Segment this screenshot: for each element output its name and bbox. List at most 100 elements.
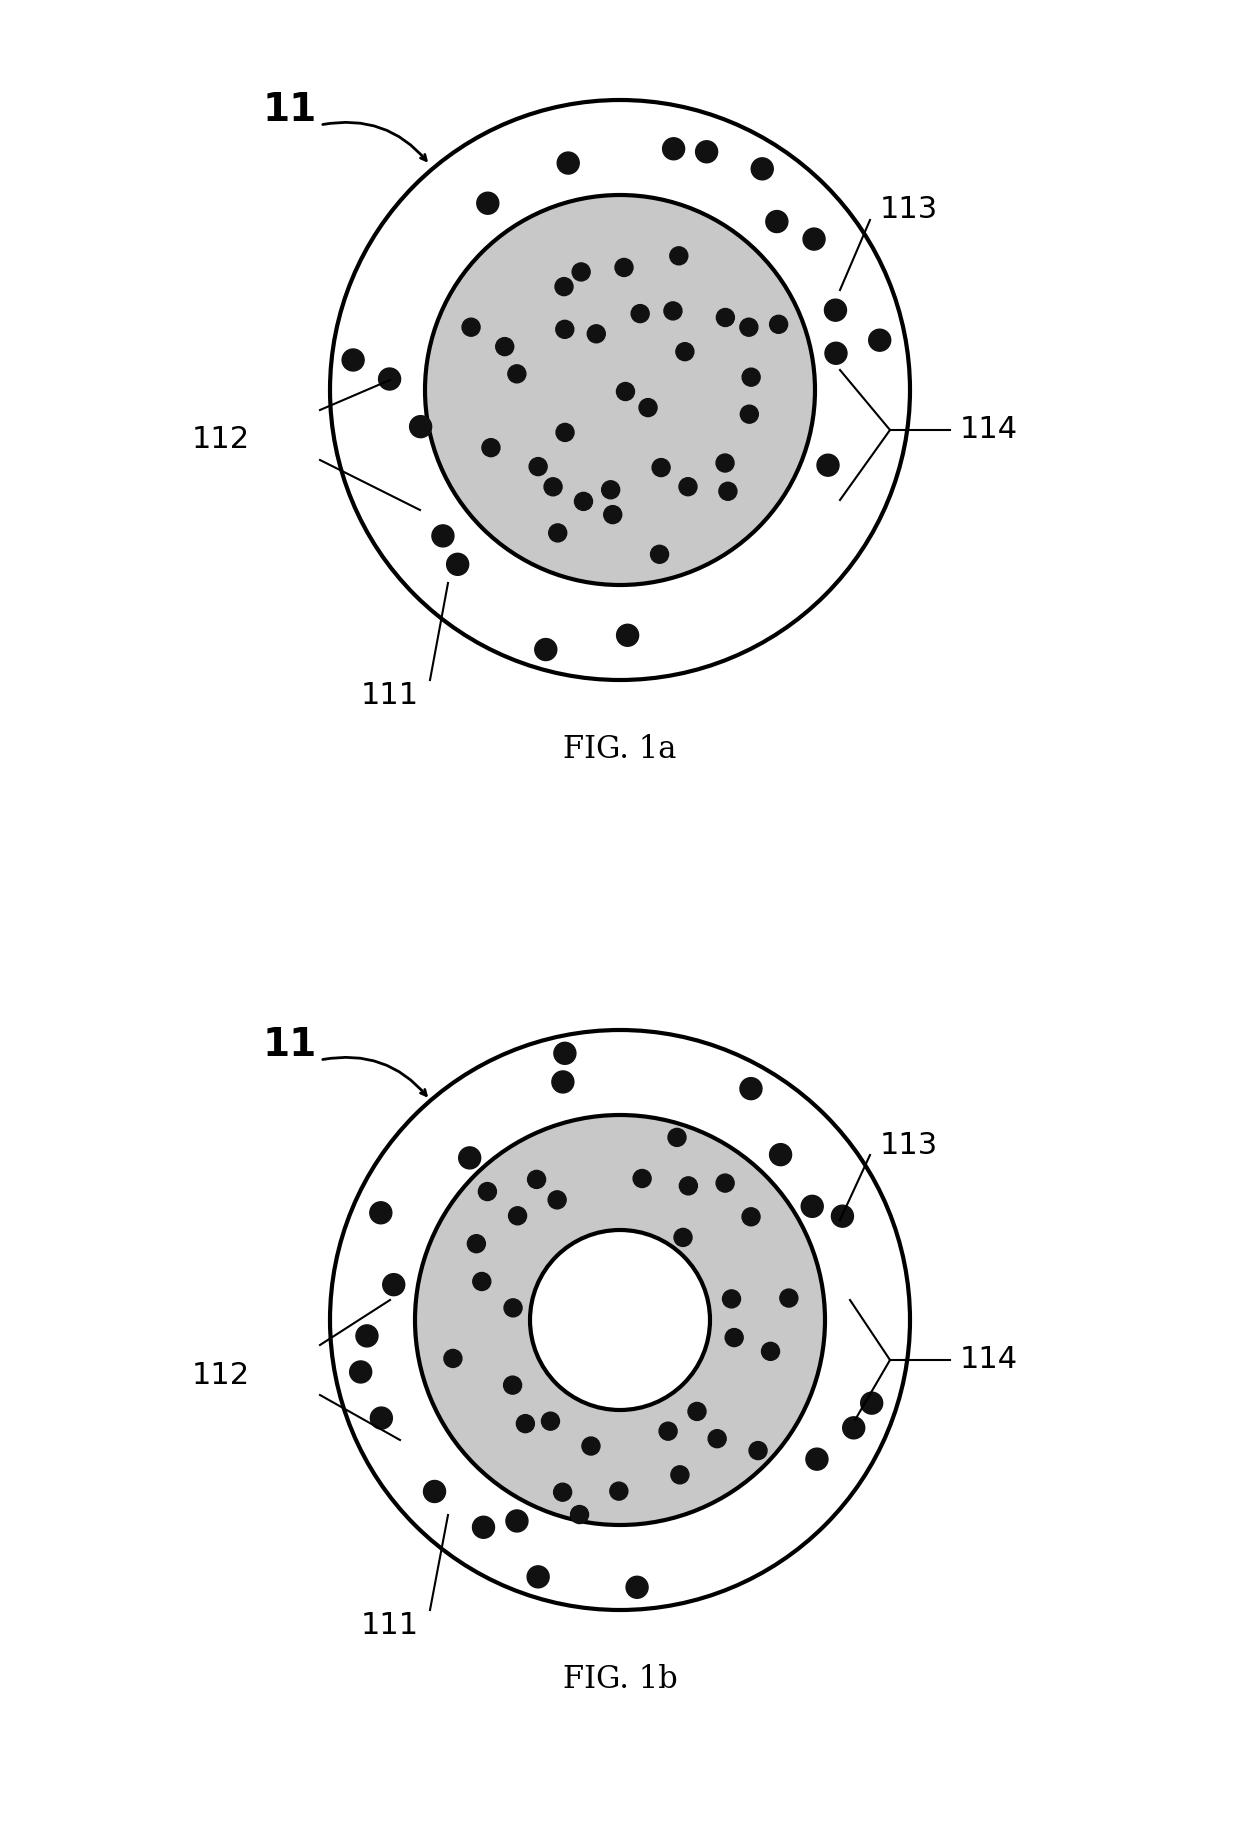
- Circle shape: [869, 329, 890, 351]
- Circle shape: [671, 1465, 689, 1483]
- Circle shape: [662, 138, 684, 160]
- Circle shape: [740, 1078, 761, 1100]
- Text: 113: 113: [880, 1131, 939, 1160]
- Circle shape: [432, 525, 454, 547]
- Circle shape: [503, 1298, 522, 1316]
- Circle shape: [556, 319, 574, 338]
- Circle shape: [544, 477, 562, 496]
- Circle shape: [574, 492, 593, 510]
- Circle shape: [557, 152, 579, 174]
- Circle shape: [770, 1144, 791, 1166]
- Text: 112: 112: [192, 426, 250, 455]
- Circle shape: [508, 1206, 527, 1225]
- Circle shape: [330, 1030, 910, 1610]
- Circle shape: [549, 523, 567, 542]
- Circle shape: [572, 263, 590, 281]
- Circle shape: [719, 483, 737, 499]
- Circle shape: [742, 369, 760, 386]
- Circle shape: [761, 1342, 780, 1360]
- Circle shape: [634, 1170, 651, 1188]
- Circle shape: [770, 316, 787, 334]
- Circle shape: [529, 457, 547, 476]
- Text: FIG. 1a: FIG. 1a: [563, 734, 677, 766]
- Circle shape: [527, 1566, 549, 1588]
- Circle shape: [463, 318, 480, 336]
- Circle shape: [610, 1482, 627, 1500]
- Circle shape: [371, 1406, 392, 1428]
- Circle shape: [615, 259, 632, 277]
- Circle shape: [472, 1517, 495, 1539]
- Circle shape: [832, 1204, 853, 1226]
- Circle shape: [588, 325, 605, 343]
- Text: 114: 114: [960, 1346, 1018, 1375]
- Text: 114: 114: [960, 415, 1018, 444]
- Circle shape: [350, 1360, 372, 1383]
- Circle shape: [715, 453, 734, 472]
- Circle shape: [356, 1326, 378, 1348]
- Circle shape: [825, 299, 847, 321]
- Circle shape: [668, 1129, 686, 1146]
- Circle shape: [467, 1234, 485, 1252]
- Circle shape: [425, 195, 815, 586]
- Circle shape: [542, 1412, 559, 1430]
- Circle shape: [717, 1173, 734, 1192]
- Circle shape: [496, 338, 513, 356]
- Circle shape: [477, 193, 498, 215]
- Circle shape: [342, 349, 365, 371]
- Circle shape: [446, 553, 469, 575]
- Text: 112: 112: [192, 1360, 250, 1390]
- Circle shape: [652, 459, 670, 477]
- Circle shape: [556, 277, 573, 296]
- Circle shape: [534, 639, 557, 661]
- Circle shape: [740, 406, 759, 422]
- Circle shape: [472, 1272, 491, 1291]
- Circle shape: [817, 453, 839, 476]
- Circle shape: [740, 318, 758, 336]
- Circle shape: [604, 505, 621, 523]
- Circle shape: [378, 367, 401, 389]
- Circle shape: [424, 1480, 445, 1502]
- Circle shape: [708, 1430, 727, 1447]
- Circle shape: [688, 1403, 706, 1421]
- Circle shape: [639, 398, 657, 417]
- Circle shape: [601, 481, 620, 499]
- Circle shape: [663, 301, 682, 319]
- Circle shape: [582, 1438, 600, 1456]
- Circle shape: [742, 1208, 760, 1226]
- Circle shape: [725, 1329, 743, 1346]
- Circle shape: [548, 1192, 567, 1208]
- Circle shape: [409, 415, 432, 437]
- Circle shape: [459, 1148, 481, 1170]
- Circle shape: [717, 308, 734, 327]
- Circle shape: [825, 341, 847, 364]
- Circle shape: [529, 1230, 711, 1410]
- Circle shape: [527, 1170, 546, 1188]
- Circle shape: [751, 158, 774, 180]
- Circle shape: [383, 1274, 404, 1296]
- Circle shape: [556, 424, 574, 441]
- Circle shape: [660, 1423, 677, 1439]
- Circle shape: [680, 477, 697, 496]
- Text: 11: 11: [263, 1026, 317, 1065]
- Circle shape: [861, 1392, 883, 1414]
- Circle shape: [651, 545, 668, 564]
- Circle shape: [553, 1483, 572, 1502]
- Circle shape: [749, 1441, 768, 1460]
- Circle shape: [616, 382, 635, 400]
- Circle shape: [370, 1203, 392, 1225]
- Text: FIG. 1b: FIG. 1b: [563, 1665, 677, 1695]
- Circle shape: [482, 439, 500, 457]
- Circle shape: [415, 1114, 825, 1526]
- Circle shape: [780, 1289, 797, 1307]
- Circle shape: [479, 1182, 496, 1201]
- Circle shape: [616, 624, 639, 646]
- Circle shape: [675, 1228, 692, 1247]
- Circle shape: [516, 1416, 534, 1432]
- Circle shape: [696, 141, 718, 163]
- Circle shape: [503, 1377, 522, 1394]
- Circle shape: [570, 1506, 589, 1524]
- Circle shape: [804, 228, 825, 250]
- Circle shape: [554, 1043, 575, 1065]
- Circle shape: [444, 1349, 463, 1368]
- Circle shape: [670, 246, 688, 264]
